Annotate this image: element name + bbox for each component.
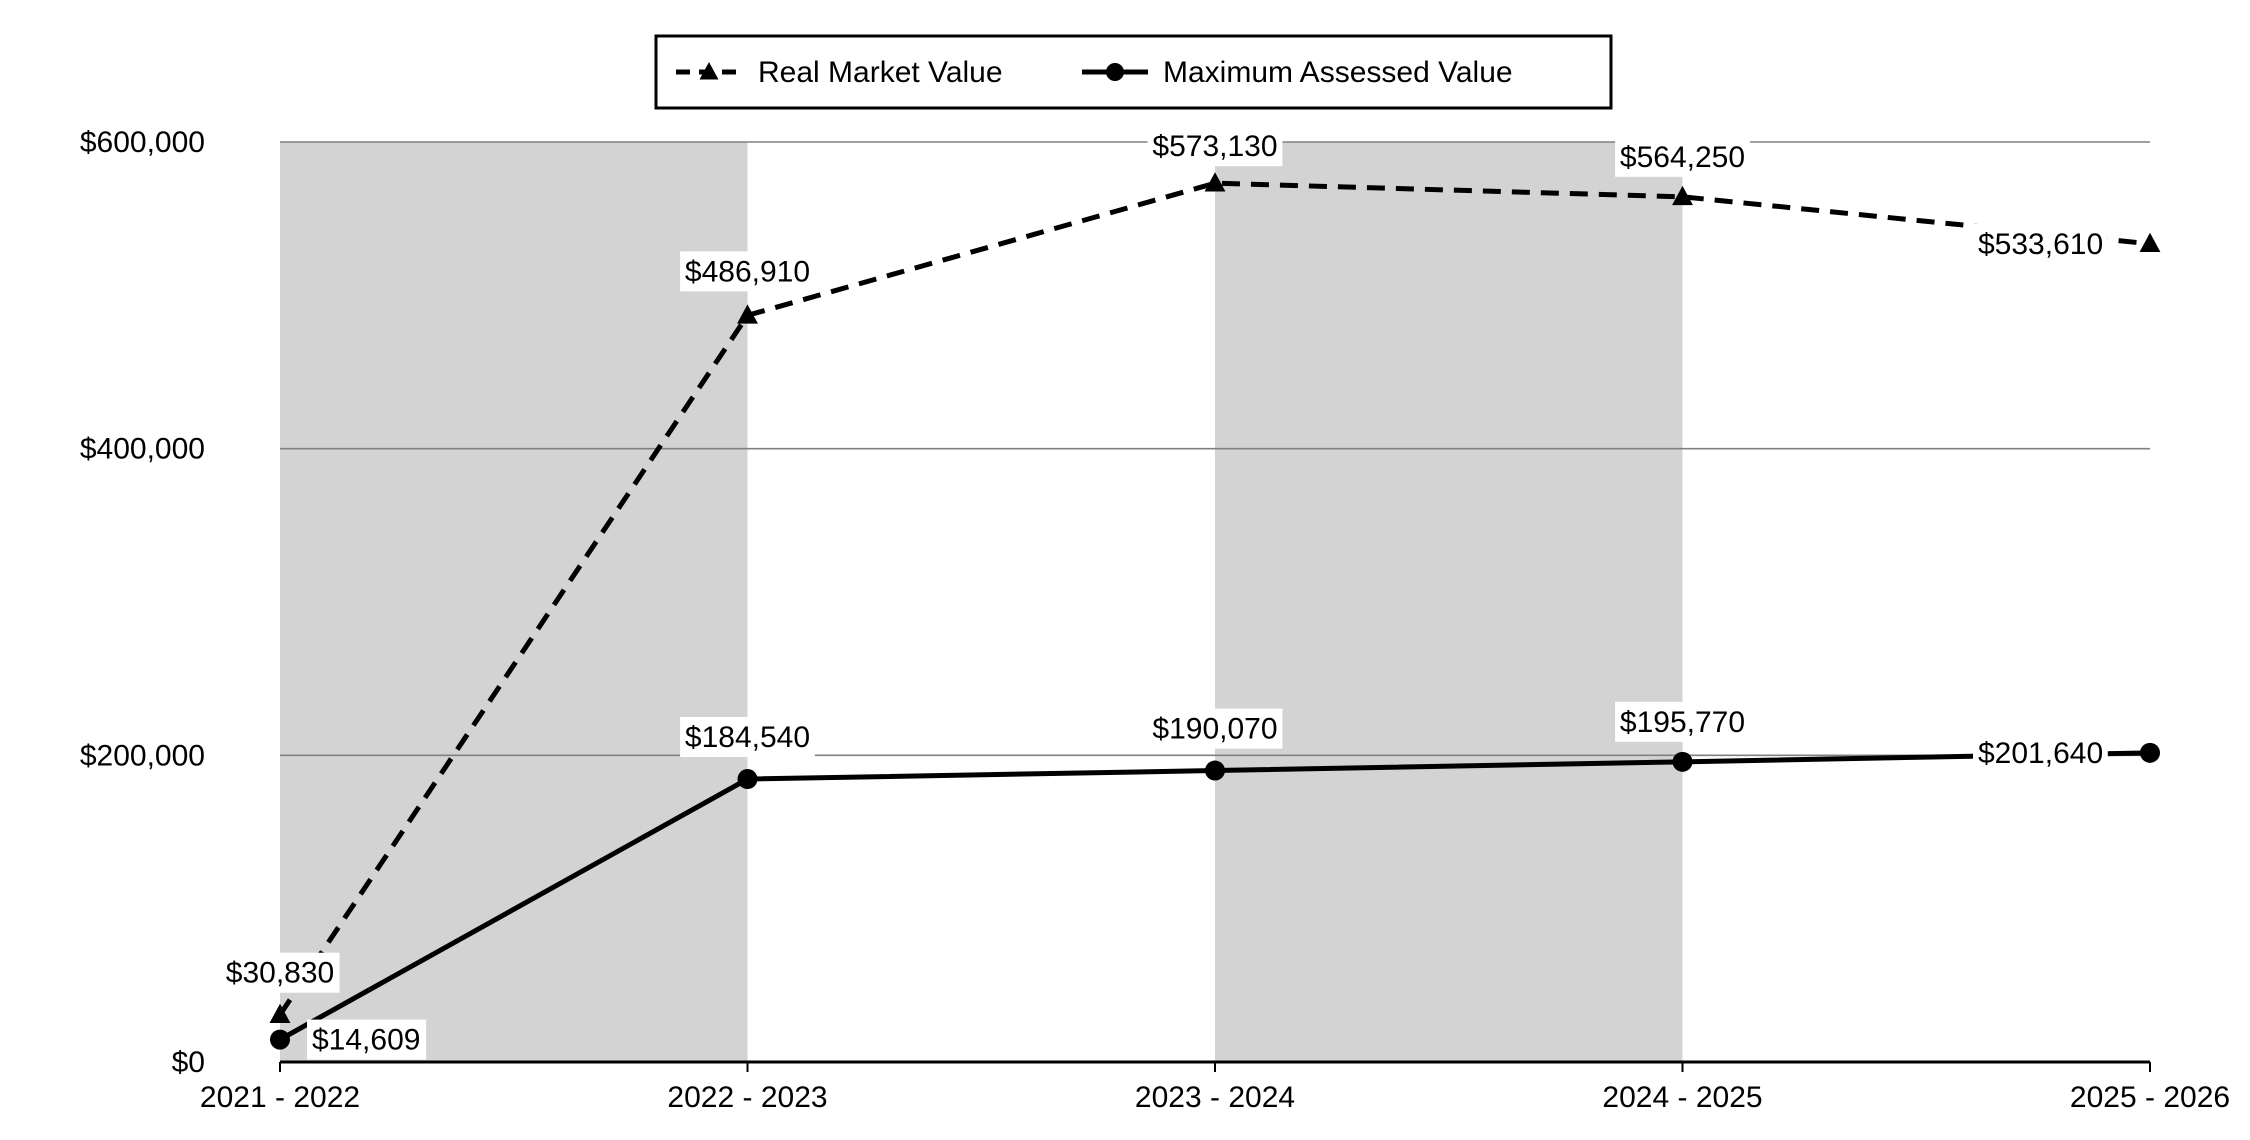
series-1-marker-1 [737,769,758,790]
data-label-bg-0-3 [1615,136,1750,177]
data-label-bg-1-4 [1973,732,2108,773]
data-label-1-1: $184,540 [685,721,810,754]
series-0-marker-1 [737,304,758,324]
x-tick-label-3: 2024 - 2025 [1602,1081,1762,1114]
data-label-0-1: $486,910 [685,255,810,288]
series-line-0 [277,180,2151,1017]
data-label-bg-0-1 [680,251,815,292]
legend-label-1: Maximum Assessed Value [1163,56,1513,89]
x-tick-label-2: 2023 - 2024 [1135,1081,1295,1114]
series-0-marker-4 [2139,232,2161,253]
x-tick-label-4: 2025 - 2026 [2070,1081,2230,1114]
series-1-marker-3 [1672,751,1693,772]
data-label-0-2: $573,130 [1152,130,1277,163]
y-tick-label-0: $0 [172,1046,205,1079]
data-label-bg-1-0 [307,1019,427,1060]
x-tick-label-0: 2021 - 2022 [200,1081,360,1114]
data-label-1-0: $14,609 [312,1024,420,1057]
data-label-bg-0-0 [220,952,340,993]
data-label-1-3: $195,770 [1620,706,1745,739]
data-label-bg-1-1 [680,717,815,758]
data-label-bg-1-3 [1615,701,1750,742]
shaded-band-0 [280,142,748,1062]
series-1-marker-2 [1205,760,1225,781]
y-tick-label-2: $400,000 [80,433,205,466]
data-label-1-4: $201,640 [1978,737,2103,770]
y-tick-label-1: $200,000 [80,739,205,772]
legend-circle-icon [1106,63,1124,81]
data-label-bg-0-2 [1147,126,1283,167]
data-label-0-4: $533,610 [1978,228,2103,261]
series-1-marker-0 [270,1029,290,1050]
series-0-marker-2 [1204,172,1226,192]
x-tick-label-1: 2022 - 2023 [667,1081,827,1114]
data-label-bg-1-2 [1147,708,1283,749]
series-0-marker-3 [1672,185,1693,206]
y-tick-label-3: $600,000 [80,126,205,159]
series-1-marker-4 [2140,742,2160,763]
legend-label-0: Real Market Value [758,56,1003,89]
data-label-0-0: $30,830 [226,957,334,990]
data-label-bg-0-4 [1973,223,2108,264]
shaded-band-2 [1215,142,1683,1062]
data-label-0-3: $564,250 [1620,141,1745,174]
series-0-marker-0 [269,1003,291,1023]
data-label-1-2: $190,070 [1152,713,1277,746]
legend-triangle-icon [699,62,719,80]
